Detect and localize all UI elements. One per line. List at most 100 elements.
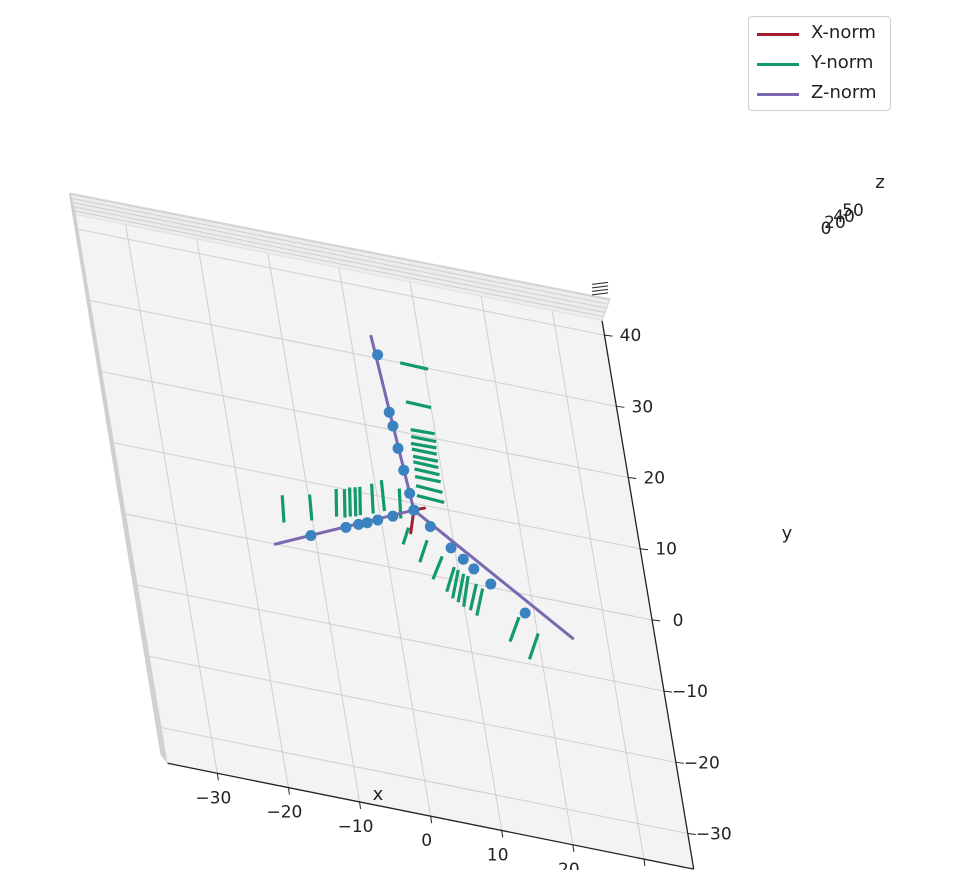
- grid-lines: [78, 224, 688, 860]
- y-norm-segment: [445, 566, 456, 593]
- y-norm-segment: [431, 555, 444, 580]
- back-wall-edge: [71, 201, 607, 309]
- left-wall-edge: [68, 193, 162, 756]
- z-tick-label: 20: [824, 213, 846, 233]
- grid-line-y: [113, 442, 641, 550]
- joint-marker: [361, 517, 373, 529]
- joint-marker: [519, 607, 531, 619]
- y-norm-segment: [412, 454, 439, 463]
- joint-marker: [398, 464, 410, 476]
- x-tick-mark: [643, 859, 646, 867]
- back-wall-edge: [74, 210, 604, 318]
- joint-marker: [372, 514, 384, 526]
- legend-entry-x-norm: X-norm: [749, 19, 890, 49]
- y-norm-segment: [416, 493, 445, 504]
- grid-line-y: [137, 584, 665, 692]
- joint-marker: [485, 578, 497, 590]
- back-wall-edge: [73, 206, 606, 313]
- x-tick-mark: [216, 773, 219, 781]
- y-tick-mark: [628, 477, 637, 480]
- grid-line-y: [149, 655, 676, 763]
- x-tick-mark: [430, 816, 433, 824]
- joint-marker: [457, 553, 469, 565]
- z-tick-label: 0: [821, 219, 832, 239]
- joint-marker: [424, 520, 436, 532]
- x-tick-label: −20: [267, 803, 303, 823]
- z-tick-mark: [592, 292, 609, 296]
- z-tick-label: 40: [833, 207, 855, 227]
- y-norm-segment: [414, 475, 442, 484]
- y-tick-mark: [652, 619, 661, 622]
- axes-panes: [68, 192, 694, 870]
- joint-marker: [353, 518, 365, 530]
- left-wall-edge: [72, 206, 166, 761]
- joint-marker: [404, 487, 416, 499]
- y-norm-segment: [358, 486, 363, 516]
- grid-line-x: [196, 239, 289, 788]
- x-tick-mark: [287, 787, 290, 795]
- y-tick-label: 30: [632, 397, 654, 417]
- y-norm-segment: [399, 361, 429, 371]
- y-tick-label: 10: [655, 540, 677, 560]
- grid-line-y: [90, 299, 617, 407]
- y-norm-segment: [462, 575, 470, 608]
- legend: X-norm Y-norm Z-norm: [748, 16, 891, 111]
- joint-marker: [305, 529, 317, 541]
- y-norm-segment: [475, 588, 485, 616]
- legend-swatch-x-norm: [757, 33, 799, 36]
- y-norm-segment: [415, 484, 443, 494]
- grid-line-x: [338, 267, 432, 817]
- grid-line-x: [125, 224, 218, 774]
- grid-line-y: [102, 371, 629, 479]
- left-wall-edge: [74, 210, 167, 762]
- y-norm-segment: [401, 527, 411, 545]
- joint-marker: [468, 563, 480, 575]
- grid-line-x: [409, 282, 503, 831]
- x-axis-line: [167, 762, 694, 870]
- y-norm-segment: [370, 483, 375, 514]
- y-tick-label: −30: [696, 825, 732, 845]
- legend-entry-z-norm: Z-norm: [749, 79, 890, 109]
- y-axis-line: [601, 320, 695, 870]
- joint-marker: [387, 510, 399, 522]
- joint-marker: [383, 406, 395, 418]
- y-norm-segment: [456, 573, 466, 603]
- z-norm-line: [412, 508, 575, 640]
- joint-marker: [445, 542, 457, 554]
- y-tick-mark: [675, 761, 684, 764]
- y-norm-segment: [280, 495, 286, 523]
- joint-marker: [408, 504, 420, 516]
- y-tick-label: −10: [672, 682, 708, 702]
- legend-swatch-z-norm: [757, 93, 799, 96]
- joint-marker: [392, 442, 404, 454]
- axis-lines: [167, 320, 695, 870]
- y-norm-segment: [379, 479, 387, 512]
- tick-marks: [216, 281, 696, 867]
- back-wall-edge: [70, 197, 609, 305]
- y-norm-segment: [468, 583, 478, 611]
- tick-labels: −30−20−100102030−30−20−10010203040020405…: [195, 201, 863, 870]
- y-tick-label: 40: [620, 326, 642, 346]
- joint-marker: [387, 420, 399, 432]
- data-series: [273, 334, 575, 660]
- z-tick-mark: [592, 281, 609, 285]
- legend-entry-y-norm: Y-norm: [749, 49, 890, 79]
- y-norm-segment: [307, 494, 314, 521]
- x-tick-label: 20: [558, 860, 580, 870]
- z-tick-mark: [592, 288, 609, 292]
- y-norm-segment: [418, 539, 429, 563]
- y-norm-segment: [508, 616, 521, 643]
- y-norm-segment: [342, 489, 347, 518]
- x-tick-mark: [359, 801, 362, 809]
- grid-line-x: [551, 310, 645, 860]
- y-norm-segment: [405, 400, 432, 410]
- y-norm-segment: [451, 569, 460, 599]
- y-tick-mark: [687, 833, 696, 836]
- joint-marker: [340, 521, 352, 533]
- x-tick-label: 10: [487, 846, 509, 866]
- y-norm-segment: [410, 441, 437, 450]
- x-tick-label: −30: [195, 788, 231, 808]
- left-wall-edge: [71, 202, 165, 759]
- y-norm-segment: [410, 435, 437, 444]
